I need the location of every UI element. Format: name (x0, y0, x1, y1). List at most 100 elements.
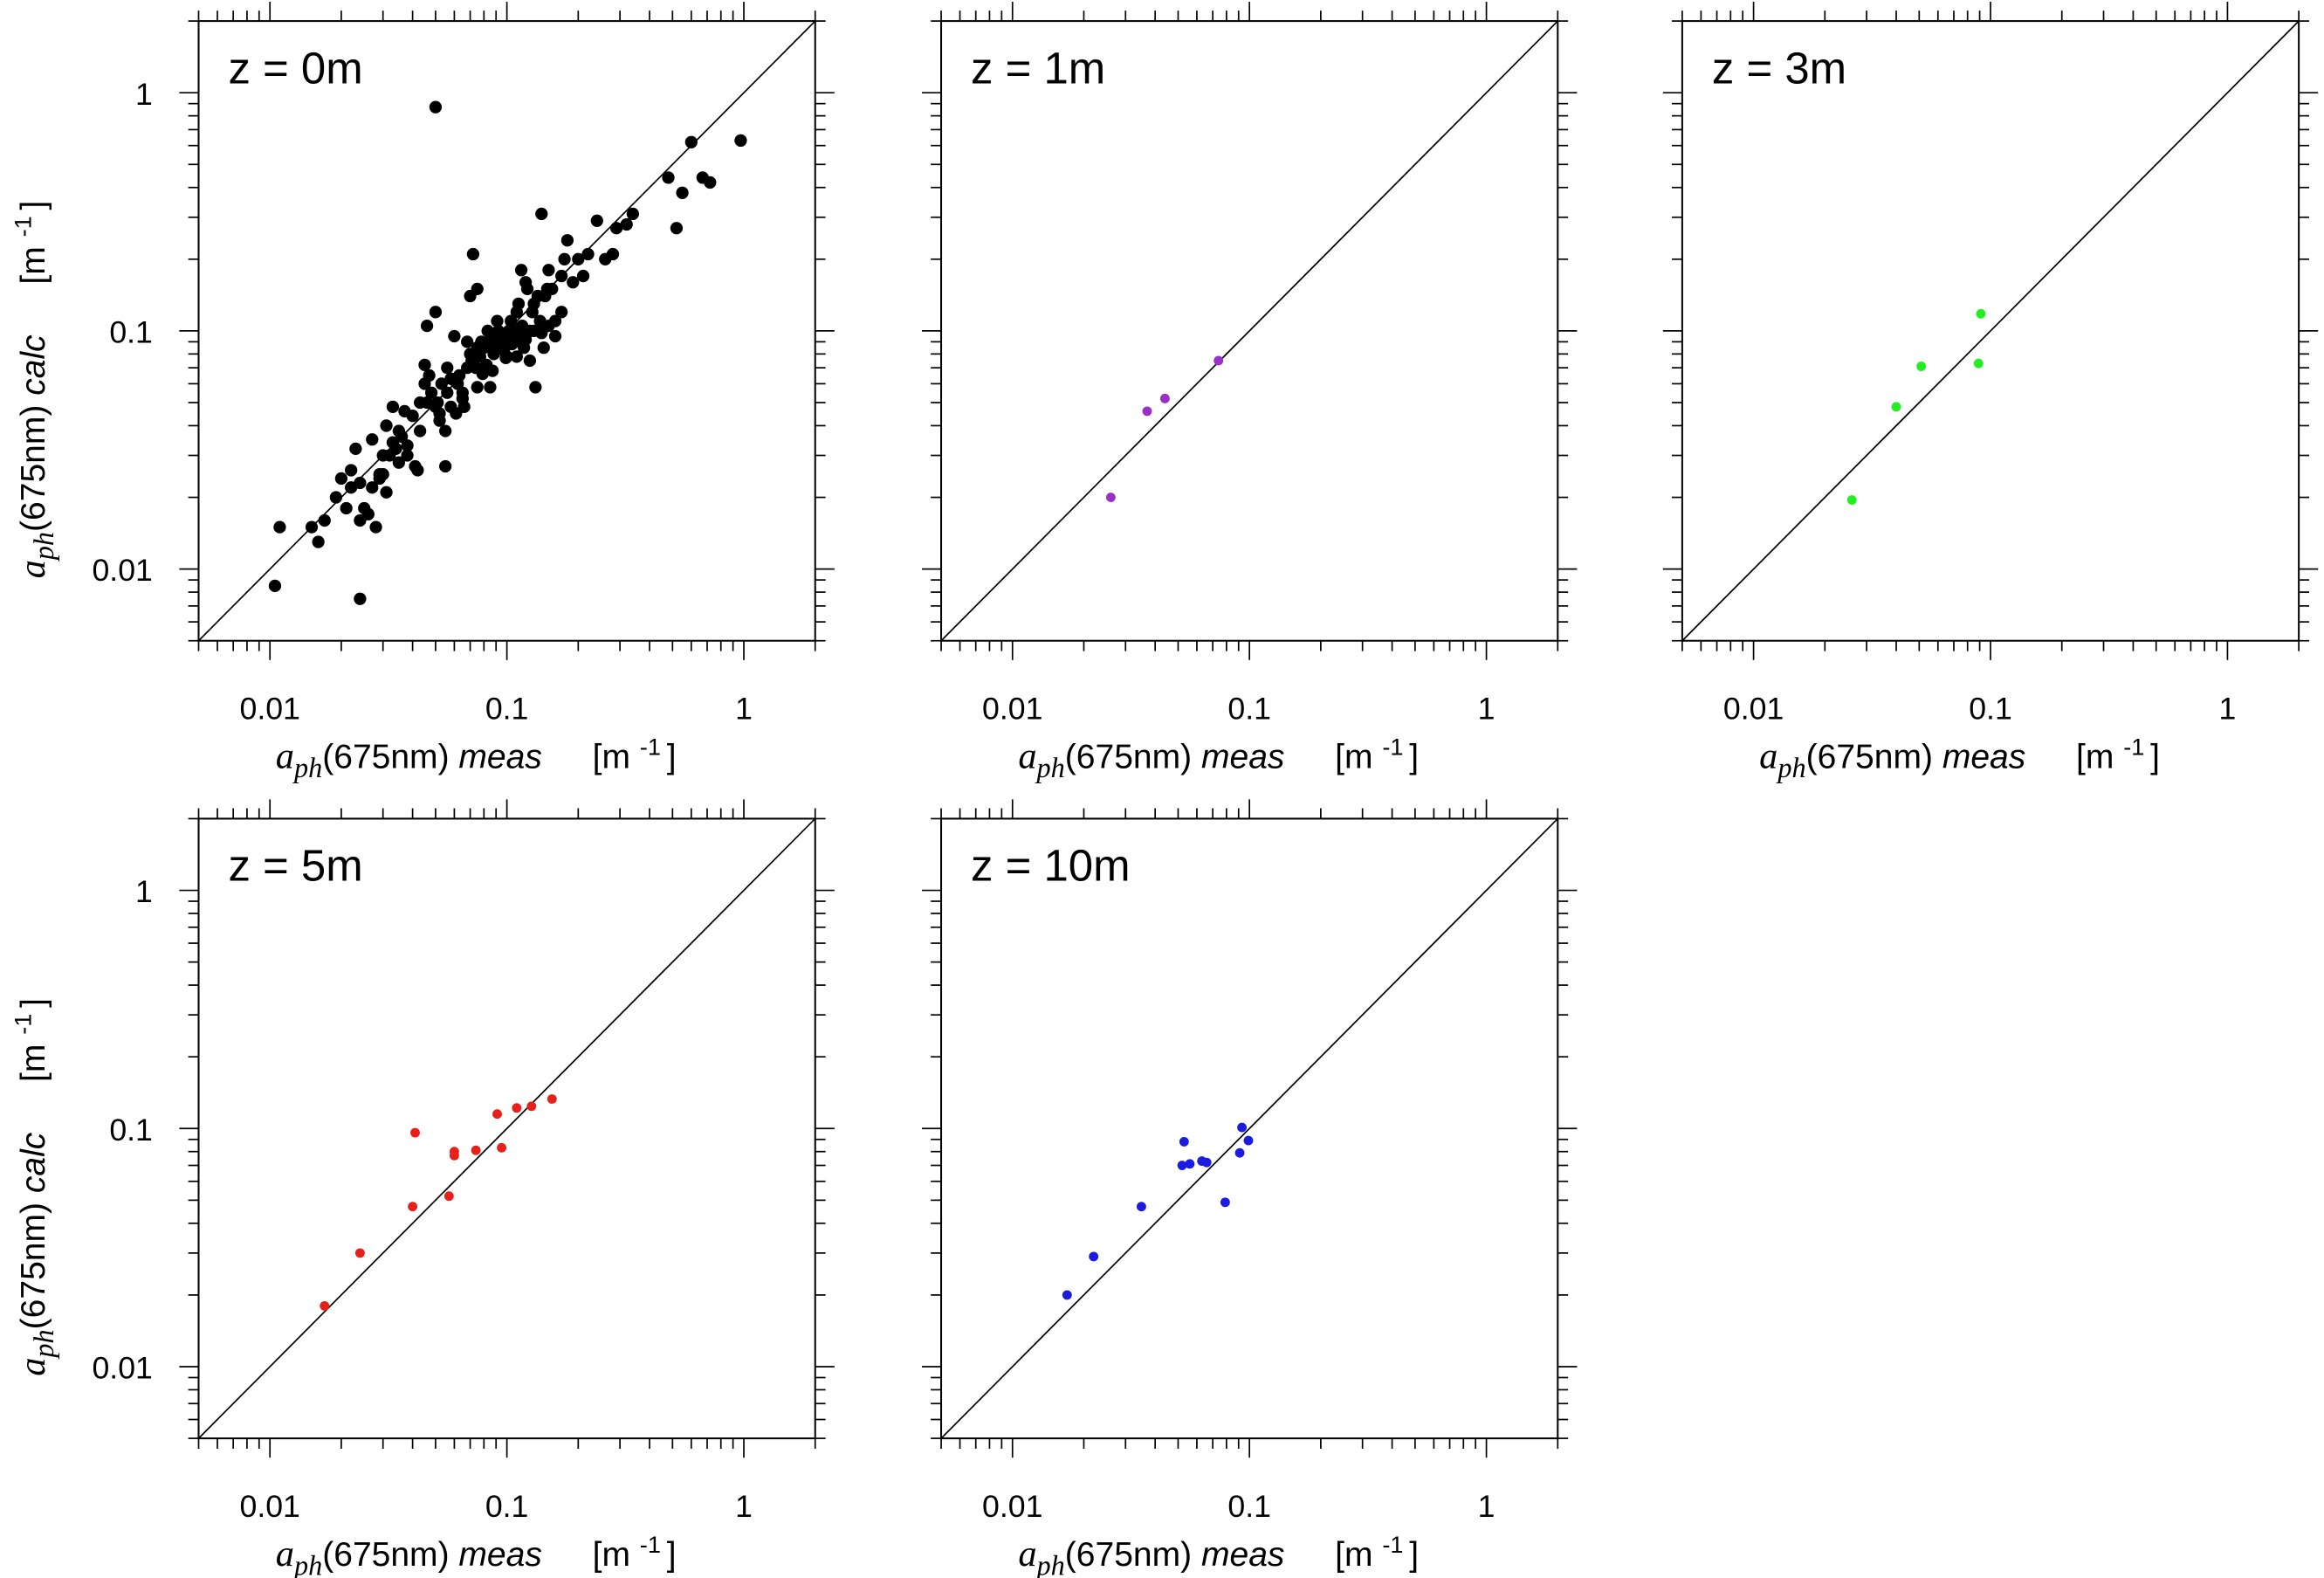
data-point (444, 372, 457, 385)
data-point (380, 419, 393, 432)
data-point (443, 1191, 454, 1202)
data-point (542, 264, 555, 277)
data-point (684, 135, 698, 148)
data-point (406, 410, 419, 423)
x-axis-label: aph(675nm) meas [m -1] (1759, 733, 2160, 782)
data-point (320, 1300, 330, 1311)
x-tick-label: 1 (2219, 692, 2237, 727)
data-point (429, 306, 443, 319)
panel-title: z = 0m (228, 43, 362, 93)
data-point (1243, 1135, 1254, 1146)
data-point (439, 424, 452, 438)
data-point (312, 535, 325, 548)
data-point (354, 1248, 365, 1258)
data-point (441, 386, 454, 399)
panel-title: z = 5m (228, 841, 362, 891)
data-point (497, 1142, 507, 1153)
data-point (1142, 406, 1152, 417)
data-point (555, 306, 568, 319)
data-point (734, 134, 747, 148)
data-point (495, 329, 508, 343)
data-point (395, 430, 409, 444)
data-point (1973, 358, 1984, 369)
data-point (1089, 1251, 1099, 1262)
data-point (354, 592, 367, 605)
data-point (572, 252, 585, 265)
data-point (555, 269, 568, 283)
data-point (1976, 308, 1986, 319)
data-point (662, 171, 675, 184)
data-point (471, 381, 484, 394)
data-point (548, 314, 562, 327)
data-point (448, 329, 461, 343)
one-to-one-line (940, 20, 1558, 642)
data-point (537, 341, 550, 355)
data-point (1159, 393, 1170, 403)
data-point (456, 386, 469, 399)
tick-marks (179, 799, 835, 1458)
data-points (320, 1094, 557, 1311)
data-point (457, 400, 471, 413)
data-point (581, 247, 595, 261)
data-point (567, 276, 580, 289)
panel-1: 0.01 0.1 1 0.01 0.1 1 z = 0m aph(675nm) meas [m … (10, 2, 835, 783)
data-point (329, 491, 342, 504)
data-point (540, 282, 553, 296)
data-point (609, 222, 623, 235)
data-point (529, 381, 542, 394)
data-point (704, 176, 717, 189)
data-point (676, 186, 689, 199)
data-point (1891, 402, 1901, 412)
data-point (414, 424, 427, 438)
data-point (1179, 1136, 1189, 1147)
data-point (514, 264, 528, 277)
data-point (1105, 493, 1116, 502)
data-point (1237, 1122, 1248, 1133)
x-tick-label: 0.1 (1227, 692, 1271, 727)
data-point (380, 486, 393, 499)
data-point (480, 358, 493, 371)
data-point (1214, 355, 1224, 366)
data-point (401, 449, 414, 462)
x-tick-label: 1 (1478, 692, 1495, 727)
data-points (1105, 355, 1224, 502)
data-point (484, 381, 497, 394)
data-point (1136, 1202, 1146, 1212)
data-point (354, 513, 367, 527)
x-tick-label: 0.01 (240, 692, 300, 727)
panel-3: 0.01 0.1 1 z = 3m aph(675nm) meas [m -1] (1662, 2, 2319, 783)
data-point (531, 289, 545, 303)
panel-4: 0.01 0.1 1 0.01 0.1 1 z = 5m aph(675nm) meas [m … (10, 799, 835, 1578)
data-point (492, 1109, 502, 1120)
one-to-one-line (197, 817, 816, 1439)
data-point (590, 214, 603, 227)
data-point (606, 247, 620, 261)
data-point (1062, 1290, 1072, 1300)
data-point (466, 247, 480, 261)
data-point (386, 400, 400, 413)
one-to-one-line (940, 817, 1558, 1439)
data-point (510, 350, 523, 363)
data-point (366, 481, 379, 494)
data-point (305, 520, 319, 534)
data-point (392, 456, 405, 469)
data-point (1201, 1157, 1212, 1168)
y-tick-label: 0.01 (92, 553, 152, 588)
tick-marks (921, 799, 1578, 1458)
data-point (547, 1094, 557, 1104)
panel-5: 0.01 0.1 1 z = 10m aph(675nm) meas [m -1] (921, 799, 1578, 1578)
data-point (408, 1202, 418, 1212)
x-tick-label: 0.01 (982, 1489, 1042, 1524)
data-point (519, 333, 533, 346)
data-point (389, 442, 402, 455)
data-point (560, 234, 574, 247)
x-tick-label: 1 (735, 1489, 753, 1524)
data-points (1846, 308, 1986, 505)
y-axis-label: aph(675nm) calc[m -1] (10, 201, 59, 579)
data-point (1185, 1159, 1195, 1169)
y-tick-label: 0.1 (109, 314, 153, 349)
data-point (401, 439, 414, 452)
data-point (1846, 495, 1857, 505)
x-axis-label: aph(675nm) meas [m -1] (276, 733, 677, 782)
